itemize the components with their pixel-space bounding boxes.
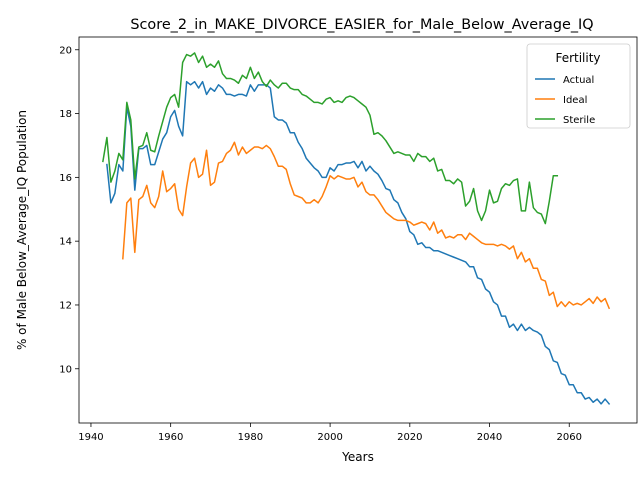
series-line-ideal bbox=[122, 141, 611, 310]
series-line-sterile bbox=[102, 52, 559, 225]
plot-lines bbox=[102, 52, 611, 405]
legend-label-ideal: Ideal bbox=[563, 95, 587, 106]
y-tick-label: 12 bbox=[59, 300, 72, 311]
x-tick-label: 2000 bbox=[317, 432, 342, 443]
x-tick-label: 2060 bbox=[557, 432, 582, 443]
x-tick-label: 2040 bbox=[477, 432, 502, 443]
legend: Fertility Actual Ideal Sterile bbox=[526, 43, 631, 129]
series-line-actual bbox=[106, 80, 611, 405]
legend-label-actual: Actual bbox=[563, 75, 594, 86]
y-tick-label: 20 bbox=[59, 45, 72, 56]
x-tick-label: 1980 bbox=[238, 432, 263, 443]
legend-title: Fertility bbox=[555, 51, 600, 65]
x-tick-label: 2020 bbox=[397, 432, 422, 443]
y-tick-label: 16 bbox=[59, 173, 72, 184]
legend-label-sterile: Sterile bbox=[563, 115, 595, 126]
x-axis-label: Years bbox=[341, 450, 374, 464]
x-axis: 1940 1960 1980 2000 2020 2040 2060 bbox=[78, 423, 582, 443]
legend-box bbox=[526, 43, 631, 129]
y-tick-label: 10 bbox=[59, 364, 72, 375]
y-tick-label: 18 bbox=[59, 109, 72, 120]
plot-frame bbox=[78, 36, 638, 424]
legend-items: Actual Ideal Sterile bbox=[535, 75, 595, 126]
y-axis: 10 12 14 16 18 20 bbox=[59, 45, 79, 375]
y-axis-label: % of Male Below_Average_IQ Population bbox=[15, 110, 29, 350]
x-tick-label: 1960 bbox=[158, 432, 183, 443]
x-tick-label: 1940 bbox=[78, 432, 103, 443]
chart-title: Score_2_in_MAKE_DIVORCE_EASIER_for_Male_… bbox=[130, 17, 593, 33]
y-tick-label: 14 bbox=[59, 237, 72, 248]
